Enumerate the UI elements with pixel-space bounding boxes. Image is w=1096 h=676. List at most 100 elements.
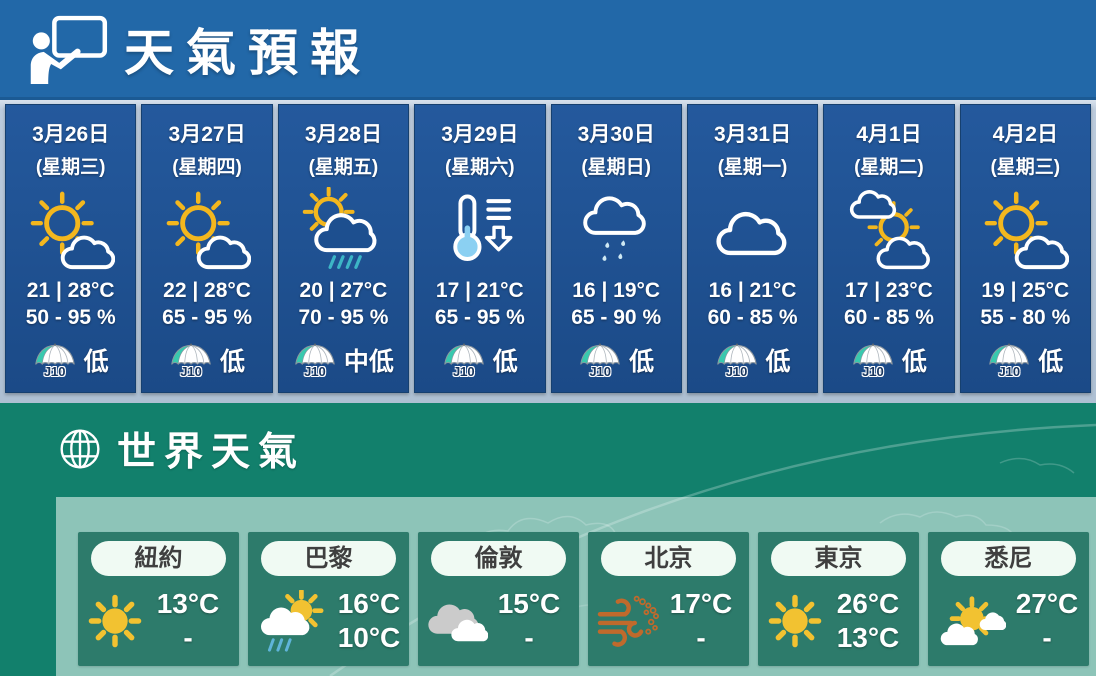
presenter-board-icon (28, 14, 110, 84)
forecast-day-card-6[interactable]: 3月31日 (星期一) 16 | 21°C 60 - 85 % J10 低 (686, 104, 819, 393)
umbrella-icon: J10 (442, 343, 486, 378)
temperature-range: 20 | 27°C (299, 279, 388, 302)
umbrella-j10-label: J10 (304, 363, 326, 379)
city-card-sydney[interactable]: 悉尼 27°C - (928, 532, 1089, 666)
forecast-weekday: (星期日) (581, 157, 652, 178)
sun-icon (766, 592, 824, 650)
forecast-row: 3月26日 (星期三) 21 | 28°C 50 - 95 % J10 低 3月… (0, 100, 1096, 403)
city-name-pill: 北京 (601, 541, 736, 576)
city-name-pill: 紐約 (91, 541, 226, 576)
app-header: 天氣預報 (0, 0, 1096, 100)
temperature-range: 19 | 25°C (981, 279, 1070, 302)
sun-cloud-icon (27, 183, 115, 279)
city-temps: 15°C - (488, 587, 570, 654)
umbrella-j10-label: J10 (589, 363, 612, 379)
umbrella-j10-label: J10 (862, 363, 884, 379)
city-name-pill: 東京 (771, 541, 906, 576)
page-title: 天氣預報 (124, 24, 372, 81)
city-card-new-york[interactable]: 紐約 13°C - (78, 532, 239, 666)
forecast-day-card-3[interactable]: 3月28日 (星期五) 20 | 27°C 70 - 95 % J10 中低 (277, 104, 410, 393)
forecast-date: 3月30日 (577, 123, 655, 146)
sun-cloud-rain-icon (300, 183, 386, 279)
umbrella-icon: J10 (33, 343, 77, 378)
umbrella-j10-label: J10 (452, 363, 475, 379)
forecast-date: 4月2日 (992, 123, 1058, 146)
rain-probability: J10 中低 (293, 342, 394, 378)
clouds-icon (426, 598, 488, 645)
temperature-range: 17 | 21°C (435, 279, 524, 302)
umbrella-j10-label: J10 (725, 363, 748, 379)
rain-probability: J10 低 (169, 342, 245, 378)
rain-probability: J10 低 (851, 342, 927, 378)
world-weather-title: 世界天氣 (117, 431, 306, 474)
world-weather-section: 世界天氣 紐約 13°C - 巴黎 16°C 10°C (0, 403, 1096, 676)
city-name: 東京 (814, 545, 863, 572)
globe-icon (58, 427, 102, 471)
rain-level-label: 低 (629, 348, 655, 376)
city-temp-2: - (1042, 622, 1052, 653)
city-temps: 26°C 13°C (827, 587, 909, 654)
umbrella-icon: J10 (851, 343, 895, 378)
city-temp-2: - (183, 622, 193, 653)
city-temps: 16°C 10°C (328, 587, 410, 654)
umbrella-icon: J10 (578, 343, 622, 378)
humidity-range: 60 - 85 % (843, 306, 934, 329)
umbrella-icon: J10 (987, 343, 1031, 378)
forecast-day-card-2[interactable]: 3月27日 (星期四) 22 | 28°C 65 - 95 % J10 低 (141, 104, 273, 393)
city-temp-2: - (524, 622, 534, 653)
forecast-date: 4月1日 (856, 123, 922, 146)
city-temp-2: - (696, 622, 706, 653)
humidity-range: 60 - 85 % (707, 306, 798, 329)
city-name-pill: 悉尼 (941, 541, 1076, 576)
city-card-london[interactable]: 倫敦 15°C - (418, 532, 579, 666)
dust-wind-icon (596, 593, 660, 649)
rain-probability: J10 低 (33, 342, 109, 378)
rain-probability: J10 低 (715, 342, 791, 378)
city-name: 巴黎 (304, 545, 353, 572)
rain-level-label: 低 (220, 348, 246, 376)
sun-clouds-icon (936, 594, 1006, 649)
umbrella-icon: J10 (169, 343, 213, 378)
humidity-range: 55 - 80 % (980, 306, 1071, 329)
forecast-weekday: (星期三) (35, 157, 106, 178)
temperature-range: 21 | 28°C (26, 279, 115, 302)
forecast-date: 3月29日 (441, 123, 519, 146)
city-card-beijing[interactable]: 北京 17°C - (588, 532, 749, 666)
cloud-sun-cloud-icon (847, 183, 931, 279)
temperature-range: 17 | 23°C (845, 279, 933, 302)
humidity-range: 65 - 95 % (162, 306, 252, 329)
city-temp-2: 10°C (337, 622, 401, 653)
forecast-day-card-1[interactable]: 3月26日 (星期三) 21 | 28°C 50 - 95 % J10 低 (5, 104, 137, 393)
umbrella-icon: J10 (293, 343, 337, 378)
rain-probability: J10 低 (987, 342, 1063, 378)
city-temp-1: 17°C (669, 588, 733, 620)
city-card-paris[interactable]: 巴黎 16°C 10°C (248, 532, 409, 666)
city-name-pill: 倫敦 (431, 541, 566, 576)
sun-rain-icon (256, 590, 328, 652)
city-temps: 13°C - (147, 587, 229, 654)
rain-probability: J10 低 (442, 342, 518, 378)
humidity-range: 50 - 95 % (25, 306, 116, 329)
rain-level-label: 中低 (343, 348, 394, 376)
forecast-day-card-4[interactable]: 3月29日 (星期六) 17 | 21°C 65 - 95 % J10 低 (414, 104, 546, 393)
umbrella-j10-label: J10 (43, 363, 66, 379)
sun-cloud-icon (163, 183, 251, 279)
forecast-day-card-5[interactable]: 3月30日 (星期日) 16 | 19°C 65 - 90 % J10 低 (550, 104, 682, 393)
umbrella-j10-label: J10 (180, 363, 202, 379)
humidity-range: 70 - 95 % (298, 306, 389, 329)
rain-level-label: 低 (492, 348, 518, 376)
temperature-drop-icon (438, 183, 522, 279)
sun-cloud-icon (981, 183, 1069, 279)
city-name: 倫敦 (474, 545, 523, 572)
forecast-weekday: (星期三) (990, 157, 1061, 178)
temperature-range: 22 | 28°C (163, 279, 251, 302)
cloud-icon (710, 183, 796, 279)
forecast-weekday: (星期四) (172, 157, 242, 178)
temperature-range: 16 | 21°C (708, 279, 797, 302)
forecast-day-card-8[interactable]: 4月2日 (星期三) 19 | 25°C 55 - 80 % J10 低 (959, 104, 1091, 393)
city-card-tokyo[interactable]: 東京 26°C 13°C (758, 532, 919, 666)
forecast-day-card-7[interactable]: 4月1日 (星期二) 17 | 23°C 60 - 85 % J10 低 (823, 104, 955, 393)
city-name: 悉尼 (984, 545, 1033, 572)
city-name: 北京 (644, 545, 693, 572)
cloud-drizzle-icon (574, 183, 658, 279)
